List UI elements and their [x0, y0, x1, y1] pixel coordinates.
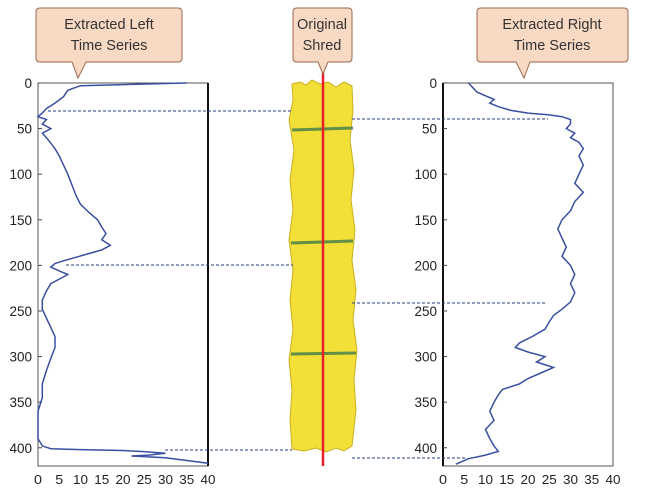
left-x-tick-label: 20	[116, 472, 131, 487]
right-y-tick-label: 50	[422, 122, 437, 137]
right-y-tick-label: 150	[414, 213, 437, 228]
left-y-tick-label: 50	[17, 122, 32, 137]
right-callout-line-2: Time Series	[514, 38, 591, 54]
left-callout-bubble	[35, 7, 183, 80]
left-x-tick-label: 10	[73, 472, 88, 487]
right-x-tick-label: 0	[439, 472, 447, 487]
left-callout-line-1: Extracted Left	[64, 17, 153, 33]
correspondence-guides	[48, 110, 548, 459]
right-y-tick-label: 0	[429, 76, 437, 91]
left-y-tick-label: 250	[9, 304, 32, 319]
right-y-tick-label: 300	[414, 350, 437, 365]
middle-callout: Original Shred	[292, 7, 353, 76]
right-series-line	[455, 82, 585, 465]
left-y-tick-label: 400	[9, 441, 32, 456]
left-y-tick-label: 100	[9, 167, 32, 182]
right-plot-frame	[442, 82, 614, 467]
left-x-tick-label: 30	[158, 472, 173, 487]
left-y-axis-ticks: 0 50 100 150 200 250 300 350 400	[9, 76, 42, 456]
right-y-tick-label: 400	[414, 441, 437, 456]
right-x-tick-label: 10	[478, 472, 493, 487]
left-x-tick-label: 35	[179, 472, 194, 487]
right-callout-bubble	[476, 7, 629, 80]
left-callout: Extracted Left Time Series	[35, 7, 183, 80]
right-x-tick-label: 20	[521, 472, 536, 487]
right-x-tick-label: 40	[606, 472, 621, 487]
right-callout-line-1: Extracted Right	[502, 17, 601, 33]
right-y-axis-ticks: 0 50 100 150 200 250 300 350 400	[414, 76, 447, 456]
left-x-tick-label: 5	[55, 472, 63, 487]
middle-callout-line-2: Shred	[303, 38, 342, 54]
left-y-tick-label: 200	[9, 258, 32, 273]
right-y-tick-label: 100	[414, 167, 437, 182]
middle-callout-line-1: Original	[297, 17, 347, 33]
left-x-axis-ticks: 0 5 10 15 20 25 30 35 40	[34, 472, 216, 487]
right-x-tick-label: 35	[584, 472, 599, 487]
left-x-tick-label: 15	[94, 472, 109, 487]
right-x-tick-label: 5	[460, 472, 468, 487]
left-y-tick-label: 0	[24, 76, 32, 91]
right-y-tick-label: 350	[414, 395, 437, 410]
right-callout: Extracted Right Time Series	[476, 7, 629, 80]
right-y-tick-label: 200	[414, 258, 437, 273]
left-y-tick-label: 300	[9, 350, 32, 365]
left-series-line	[36, 82, 209, 465]
left-x-tick-label: 40	[201, 472, 216, 487]
right-x-axis-ticks: 0 5 10 15 20 25 30 35 40	[439, 472, 621, 487]
left-x-tick-label: 25	[137, 472, 152, 487]
left-callout-line-2: Time Series	[71, 38, 148, 54]
left-y-tick-label: 150	[9, 213, 32, 228]
right-x-tick-label: 15	[499, 472, 514, 487]
paper-shred-icon	[288, 68, 358, 466]
left-plot-frame	[37, 82, 209, 467]
right-x-tick-label: 25	[542, 472, 557, 487]
left-y-tick-label: 350	[9, 395, 32, 410]
middle-callout-bubble	[292, 7, 353, 76]
right-y-tick-label: 250	[414, 304, 437, 319]
left-x-tick-label: 0	[34, 472, 42, 487]
right-x-tick-label: 30	[563, 472, 578, 487]
